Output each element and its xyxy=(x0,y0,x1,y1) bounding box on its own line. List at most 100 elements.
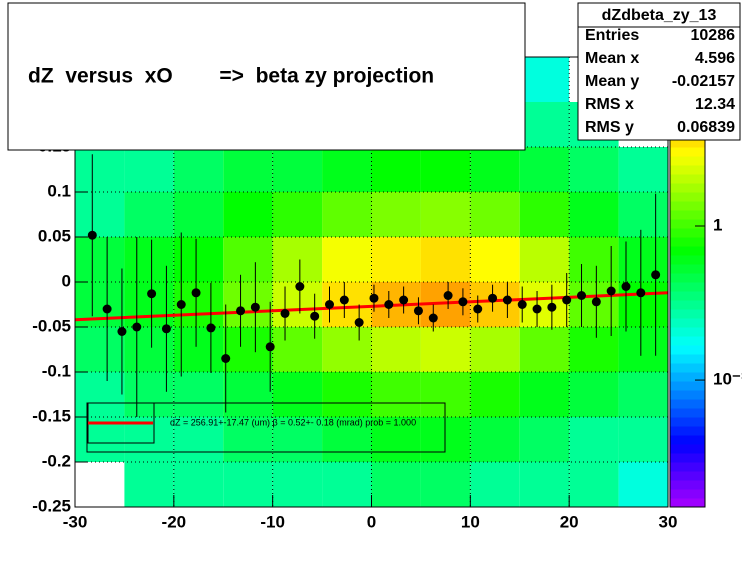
cell xyxy=(519,57,570,102)
palette-step xyxy=(670,498,705,508)
palette-step xyxy=(670,399,705,409)
palette-step xyxy=(670,390,705,400)
y-tick-label: 0 xyxy=(62,271,71,290)
palette-step xyxy=(670,156,705,166)
profile-point xyxy=(502,295,512,305)
palette-step xyxy=(670,471,705,481)
cell xyxy=(519,462,570,507)
palette-step xyxy=(670,192,705,202)
y-tick-label: 0.1 xyxy=(47,181,71,200)
y-tick-label: -0.2 xyxy=(42,451,71,470)
palette-step xyxy=(670,426,705,436)
cell xyxy=(173,147,224,192)
palette-step xyxy=(670,435,705,445)
palette-step xyxy=(670,300,705,310)
cell xyxy=(173,462,224,507)
palette-step xyxy=(670,363,705,373)
cell xyxy=(569,147,619,192)
cell xyxy=(519,282,570,327)
z-tick-label: 10⁻¹ xyxy=(713,370,742,389)
axes: -30 -20 -10 0 10 20 30 -0.25 -0.2 -0.15 -0.1 -0.05 0… xyxy=(32,136,677,531)
cell xyxy=(371,462,421,507)
cell xyxy=(272,372,323,417)
cell xyxy=(470,237,520,282)
cell xyxy=(569,372,619,417)
cell xyxy=(569,417,619,462)
cell xyxy=(223,192,273,237)
cell xyxy=(223,327,273,372)
cell xyxy=(75,327,125,372)
palette-step xyxy=(670,138,705,148)
palette-step xyxy=(670,219,705,229)
profile-point xyxy=(606,286,616,296)
stats-label: Mean y xyxy=(585,73,639,90)
cell xyxy=(618,372,668,417)
palette-step xyxy=(670,282,705,292)
cell xyxy=(223,282,273,327)
cell xyxy=(420,372,471,417)
cell xyxy=(272,417,323,462)
palette-step xyxy=(670,246,705,256)
profile-point xyxy=(473,304,483,314)
profile-point xyxy=(295,282,305,291)
cell xyxy=(322,462,372,507)
stats-label: RMS y xyxy=(585,119,634,136)
cell xyxy=(75,147,125,192)
cell xyxy=(519,102,570,147)
cell xyxy=(470,462,520,507)
stats-label: RMS x xyxy=(585,96,634,113)
cell xyxy=(322,147,372,192)
profile-point xyxy=(621,282,631,291)
stats-label: Entries xyxy=(585,27,639,44)
palette-step xyxy=(670,444,705,454)
profile-point xyxy=(651,270,661,280)
profile-point xyxy=(636,288,646,298)
cell xyxy=(519,237,570,282)
palette-step xyxy=(670,336,705,346)
profile-point xyxy=(354,318,364,327)
cells-layer xyxy=(75,57,668,507)
cell xyxy=(618,192,668,237)
profile-point xyxy=(161,324,171,334)
cell xyxy=(371,372,421,417)
profile-point xyxy=(562,295,572,305)
stats-rows: Entries 10286 Mean x 4.596 Mean y -0.02157 RMS… xyxy=(585,27,735,136)
cell xyxy=(420,192,471,237)
legend-text: dZ = 256.91+-17.47 (um) β = 0.52+- 0.18 … xyxy=(170,417,416,427)
palette-step xyxy=(670,345,705,355)
y-tick-label: 0.05 xyxy=(38,226,71,245)
cell xyxy=(322,327,372,372)
palette-step xyxy=(670,201,705,211)
profile-point xyxy=(87,230,97,240)
profile-point xyxy=(324,300,334,309)
palette-step xyxy=(670,174,705,184)
y-tick-label: -0.15 xyxy=(32,406,71,425)
cell xyxy=(470,147,520,192)
palette-step xyxy=(670,408,705,418)
stats-value: -0.02157 xyxy=(672,73,735,90)
cell xyxy=(124,147,174,192)
z-tick-label: 1 xyxy=(713,215,722,234)
cell xyxy=(272,462,323,507)
palette-step xyxy=(670,453,705,463)
cell xyxy=(371,417,421,462)
cell xyxy=(420,417,471,462)
cell xyxy=(272,237,323,282)
cell xyxy=(124,462,174,507)
palette: 10⁻¹110 xyxy=(669,56,742,508)
cell xyxy=(223,147,273,192)
legend-box xyxy=(86,402,446,453)
profile-point xyxy=(458,297,468,307)
palette-step xyxy=(670,480,705,490)
stats-title: dZdbeta_zy_13 xyxy=(602,7,717,24)
cell xyxy=(173,417,224,462)
cell xyxy=(223,237,273,282)
x-tick-label: -10 xyxy=(260,512,285,531)
profile-point xyxy=(191,288,201,298)
cell xyxy=(223,372,273,417)
profile-point xyxy=(102,304,112,314)
cell xyxy=(519,192,570,237)
palette-step xyxy=(670,273,705,283)
cell xyxy=(420,327,471,372)
cell xyxy=(618,327,668,372)
